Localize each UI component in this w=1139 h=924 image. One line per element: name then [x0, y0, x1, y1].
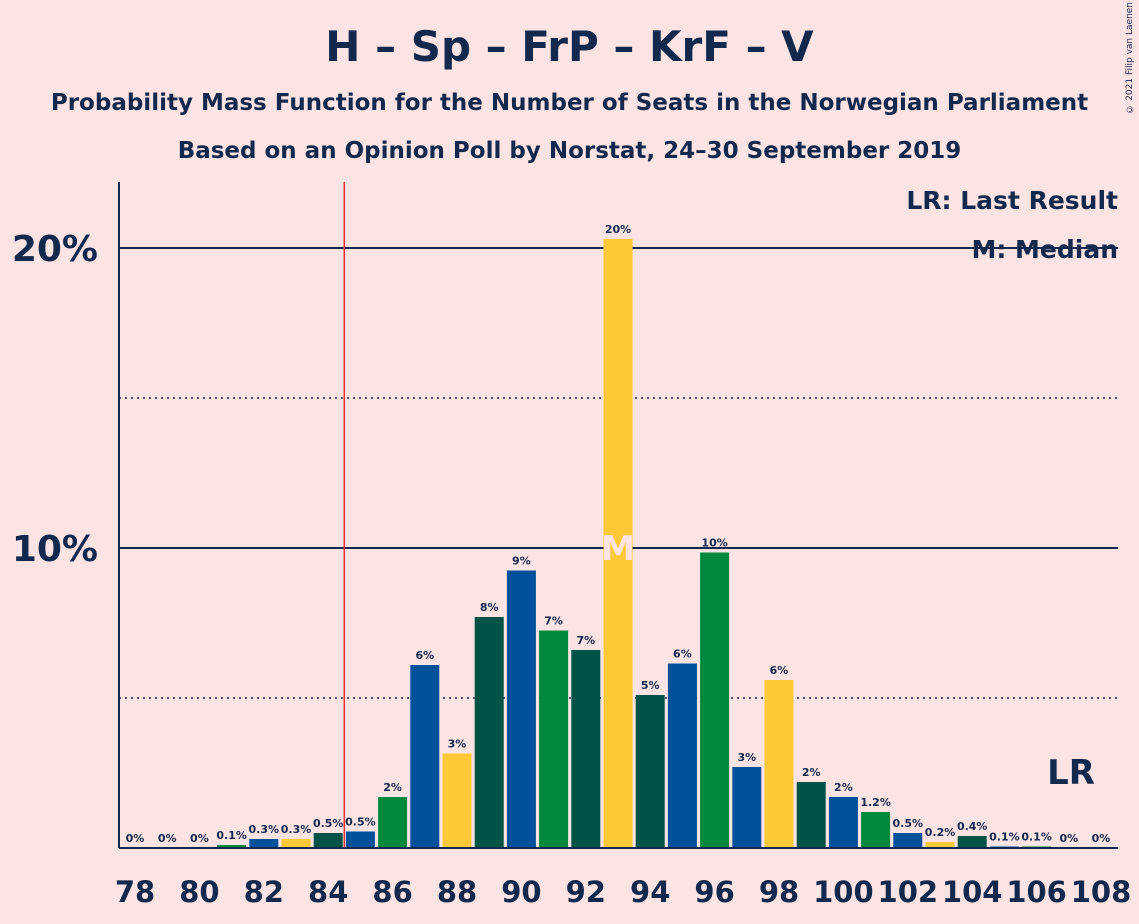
bar-seat-88: [442, 753, 472, 848]
bar-value-label: 3%: [737, 751, 756, 764]
bar-value-label: 10%: [701, 537, 727, 550]
bar-seat-92: [571, 650, 601, 848]
bar-value-label: 0.3%: [281, 823, 312, 836]
legend-median: M: Median: [971, 235, 1118, 264]
bar-seat-98: [764, 680, 794, 848]
x-tick-label: 92: [566, 875, 606, 909]
bar-seat-81: [217, 845, 247, 848]
bar-value-label: 7%: [544, 615, 563, 628]
legend-last-result: LR: Last Result: [906, 186, 1118, 215]
bar-seat-97: [732, 767, 762, 848]
bar-seat-102: [893, 833, 923, 848]
x-tick-label: 88: [437, 875, 477, 909]
bar-value-label: 6%: [415, 649, 434, 662]
bar-seat-85: [345, 831, 375, 848]
bar-seat-94: [635, 695, 665, 848]
axes: 10% 20% 78 80 82 84 86 88 90 92 94 96 98 100 102 104 106…: [12, 182, 1131, 909]
bar-value-label: 2%: [383, 781, 402, 794]
bar-seat-90: [506, 570, 536, 848]
chart-subtitle-poll: Based on an Opinion Poll by Norstat, 24–…: [177, 138, 962, 164]
bar-value-label: 8%: [480, 601, 499, 614]
bar-seat-89: [474, 617, 504, 848]
x-tick-label: 78: [115, 875, 155, 909]
x-tick-label: 104: [942, 875, 1003, 909]
x-tick-label: 82: [244, 875, 284, 909]
bars: [217, 239, 1052, 848]
bar-seat-100: [828, 797, 858, 848]
bar-seat-83: [281, 839, 311, 848]
x-tick-label: 100: [813, 875, 874, 909]
bar-seat-86: [378, 797, 408, 848]
chart-subtitle: Probability Mass Function for the Number…: [50, 90, 1089, 116]
bar-seat-84: [313, 833, 343, 848]
x-tick-label: 90: [501, 875, 541, 909]
x-tick-label: 80: [179, 875, 219, 909]
bar-value-label: 0.4%: [957, 820, 988, 833]
bar-seat-104: [957, 836, 987, 848]
x-tick-label: 108: [1071, 875, 1132, 909]
y-tick-label: 20%: [12, 229, 98, 270]
bar-value-label: 6%: [673, 648, 692, 661]
x-tick-label: 86: [372, 875, 412, 909]
bar-value-label: 0%: [158, 832, 177, 845]
bar-value-label: 0%: [1059, 832, 1078, 845]
bar-seat-91: [539, 630, 569, 848]
bar-value-label: 3%: [448, 738, 467, 751]
bar-seat-87: [410, 665, 440, 848]
y-tick-label: 10%: [12, 529, 98, 570]
bar-value-label: 2%: [834, 781, 853, 794]
bar-value-label: 0.3%: [249, 823, 280, 836]
bar-seat-93: [603, 239, 633, 848]
bar-value-label: 0.1%: [989, 831, 1020, 844]
bar-labels: 0% 0% 0% 0.1% 0.3% 0.3% 0.5% 0.5%2%6%3%8%9%7%7%…: [126, 223, 1111, 845]
x-tick-label: 102: [878, 875, 939, 909]
bar-seat-99: [796, 782, 826, 848]
bar-value-label: 0.5%: [893, 817, 924, 830]
bar-seat-103: [925, 842, 955, 848]
bar-value-label: 9%: [512, 555, 531, 568]
bar-value-label: 1.2%: [860, 796, 891, 809]
bar-seat-101: [861, 812, 891, 848]
bar-value-label: 0.1%: [1021, 831, 1052, 844]
bar-value-label: 5%: [641, 679, 660, 692]
bar-value-label: 0.5%: [345, 816, 376, 829]
bar-value-label: 0%: [126, 832, 145, 845]
x-tick-label: 94: [630, 875, 670, 909]
x-tick-label: 84: [308, 875, 348, 909]
bar-value-label: 7%: [576, 634, 595, 647]
x-tick-label: 106: [1006, 875, 1067, 909]
x-tick-label: 98: [759, 875, 799, 909]
bar-value-label: 0%: [190, 832, 209, 845]
bar-value-label: 0.5%: [313, 817, 344, 830]
bar-value-label: 2%: [802, 766, 821, 779]
bar-value-label: 20%: [605, 223, 631, 236]
bar-value-label: 6%: [770, 664, 789, 677]
x-tick-label: 96: [694, 875, 734, 909]
chart-title: H – Sp – FrP – KrF – V: [325, 22, 814, 71]
bar-seat-96: [700, 552, 730, 848]
bar-seat-95: [667, 663, 697, 848]
median-marker-label: M: [601, 529, 635, 569]
bar-seat-82: [249, 839, 279, 848]
last-result-marker-label: LR: [1047, 753, 1095, 793]
bar-value-label: 0%: [1092, 832, 1111, 845]
bar-value-label: 0.1%: [216, 829, 247, 842]
bar-value-label: 0.2%: [925, 826, 956, 839]
